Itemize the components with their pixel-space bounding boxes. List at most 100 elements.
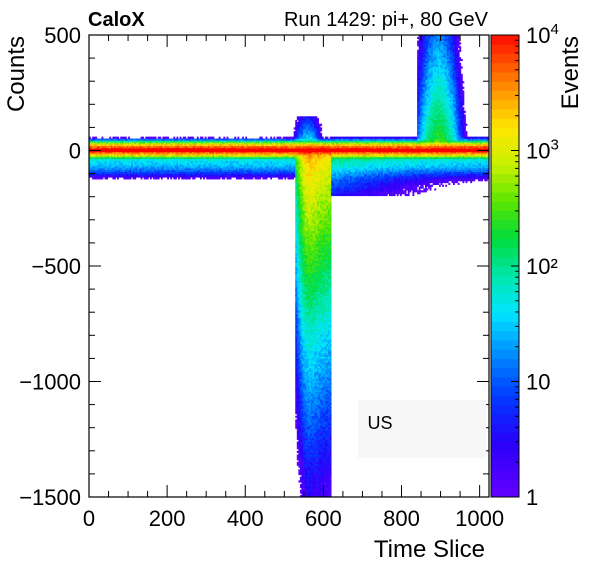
heatmap-cell	[249, 156, 252, 160]
heatmap-cell	[224, 173, 227, 176]
heatmap-cell	[228, 156, 230, 160]
heatmap-cell	[259, 171, 262, 174]
heatmap-cell	[164, 164, 166, 167]
heatmap-cell	[254, 140, 257, 143]
heatmap-cell	[228, 164, 230, 167]
heatmap-cell	[237, 156, 240, 160]
heatmap-cell	[92, 155, 94, 158]
heatmap-cell	[149, 138, 152, 141]
heatmap-cell	[112, 147, 115, 150]
heatmap-cell	[171, 175, 174, 178]
heatmap-cell	[181, 153, 184, 156]
heatmap-cell	[296, 197, 299, 200]
heatmap-cell	[289, 142, 291, 145]
heatmap-cell	[146, 140, 149, 143]
heatmap-cell	[251, 168, 254, 171]
heatmap-cell	[270, 168, 273, 171]
heatmap-cell	[287, 162, 290, 165]
heatmap-cell	[295, 402, 298, 405]
heatmap-cell	[251, 145, 254, 149]
heatmap-cell	[214, 151, 216, 154]
heatmap-cell	[279, 162, 282, 165]
heatmap-cell	[287, 175, 290, 178]
heatmap-cell	[265, 171, 268, 174]
heatmap-cell	[182, 140, 185, 143]
heatmap-cell	[98, 142, 101, 145]
heatmap-cell	[212, 173, 215, 176]
heatmap-cell	[167, 153, 169, 156]
heatmap-cell	[284, 169, 287, 173]
heatmap-cell	[296, 356, 299, 359]
heatmap-cell	[253, 164, 255, 167]
heatmap-cell	[235, 158, 238, 161]
heatmap-cell	[118, 160, 121, 163]
heatmap-cell	[296, 426, 299, 429]
heatmap-cell	[135, 171, 138, 174]
heatmap-cell	[257, 177, 260, 180]
heatmap-cell	[257, 166, 260, 169]
heatmap-cell	[259, 151, 262, 154]
heatmap-cell	[192, 173, 194, 176]
heatmap-cell	[189, 173, 191, 176]
heatmap-cell	[270, 166, 273, 169]
heatmap-cell	[215, 144, 218, 147]
heatmap-cell	[162, 156, 165, 160]
heatmap-cell	[295, 188, 298, 191]
heatmap-cell	[103, 156, 105, 160]
heatmap-cell	[295, 230, 298, 234]
heatmap-cell	[245, 160, 248, 163]
heatmap-cell	[103, 175, 105, 178]
heatmap-cell	[187, 153, 190, 156]
heatmap-cell	[296, 391, 299, 394]
heatmap-cell	[123, 138, 126, 141]
heatmap-cell	[201, 140, 204, 143]
heatmap-cell	[114, 138, 116, 141]
heatmap-cell	[221, 140, 224, 143]
heatmap-cell	[198, 168, 201, 171]
heatmap-cell	[195, 164, 198, 167]
heatmap-cell	[242, 140, 244, 143]
heatmap-cell	[293, 175, 296, 178]
heatmap-cell	[140, 160, 143, 163]
heatmap-cell	[135, 158, 138, 161]
heatmap-cell	[131, 144, 134, 147]
heatmap-cell	[140, 177, 143, 180]
heatmap-cell	[296, 362, 299, 365]
heatmap-cell	[218, 155, 221, 158]
heatmap-cell	[271, 169, 274, 173]
heatmap-cell	[120, 155, 123, 158]
heatmap-cell	[90, 175, 93, 178]
heatmap-cell	[118, 145, 121, 149]
heatmap-cell	[243, 156, 246, 160]
heatmap-cell	[93, 136, 96, 139]
heatmap-cell	[195, 175, 198, 178]
heatmap-cell	[290, 153, 293, 156]
heatmap-cell	[234, 171, 237, 174]
heatmap-cell	[267, 166, 269, 169]
heatmap-cell	[124, 142, 127, 145]
heatmap-cell	[234, 145, 237, 149]
heatmap-cell	[173, 138, 176, 141]
heatmap-cell	[165, 142, 168, 145]
heatmap-cell	[295, 386, 298, 389]
heatmap-cell	[181, 162, 184, 165]
heatmap-cell	[187, 140, 190, 143]
heatmap-cell	[293, 173, 296, 176]
heatmap-cell	[296, 234, 299, 237]
heatmap-cell	[214, 171, 216, 174]
heatmap-cell	[145, 138, 148, 141]
heatmap-cell	[112, 164, 115, 167]
heatmap-cell	[239, 164, 241, 167]
heatmap-cell	[154, 140, 157, 143]
heatmap-cell	[228, 169, 230, 173]
heatmap-cell	[146, 164, 149, 167]
heatmap-cell	[239, 171, 241, 174]
heatmap-cell	[131, 151, 134, 154]
heatmap-cell	[182, 164, 185, 167]
heatmap-cell	[239, 175, 241, 178]
heatmap-cell	[232, 171, 235, 174]
heatmap-cell	[199, 168, 202, 171]
heatmap-cell	[182, 168, 185, 171]
heatmap-cell	[126, 164, 129, 167]
heatmap-cell	[107, 145, 110, 149]
